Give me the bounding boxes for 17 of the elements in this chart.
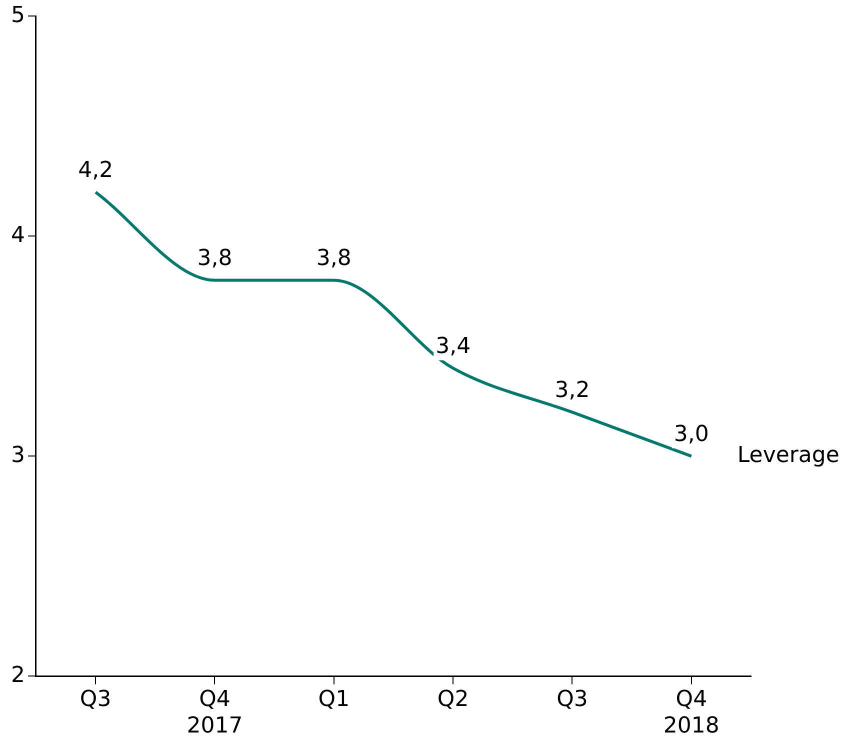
y-tick-label: 2 (10, 662, 25, 688)
x-tick-label: Q4 2018 (663, 687, 720, 739)
data-label: 3,8 (197, 246, 232, 271)
y-tick-label: 3 (10, 442, 25, 468)
y-tick-label: 5 (10, 2, 25, 28)
x-tick-label: Q2 (437, 687, 469, 712)
data-label: 3,4 (436, 334, 471, 359)
x-tick-label: Q3 (80, 687, 112, 712)
text: Leverage (737, 442, 840, 468)
data-label: 3,2 (554, 378, 590, 403)
x-tick-label: Q4 2017 (186, 687, 243, 739)
data-label: 3,8 (316, 246, 352, 271)
y-tick-label: 4 (10, 222, 25, 248)
data-label: 3,0 (674, 422, 709, 447)
data-label: 4,2 (78, 158, 114, 183)
x-tick-label: Q3 (556, 687, 588, 712)
x-tick-label: Q1 (318, 687, 350, 712)
